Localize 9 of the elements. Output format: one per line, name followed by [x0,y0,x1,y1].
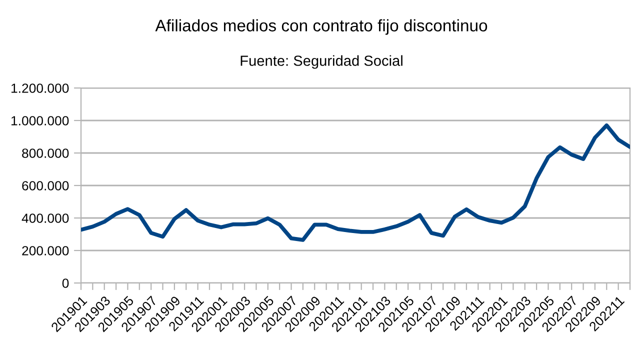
y-tick-label: 1.000.000 [12,116,69,126]
chart-subtitle: Fuente: Seguridad Social [240,55,402,69]
y-tick-label: 0 [62,278,69,288]
y-tick-label: 600.000 [22,181,69,190]
y-tick-label: 400.000 [22,214,69,223]
y-tick-label: 1.200.000 [12,84,69,93]
y-tick-label: 200.000 [22,246,69,256]
chart-title: Afiliados medios con contrato fijo discontinuo [155,19,488,35]
y-tick-label: 800.000 [22,148,69,158]
